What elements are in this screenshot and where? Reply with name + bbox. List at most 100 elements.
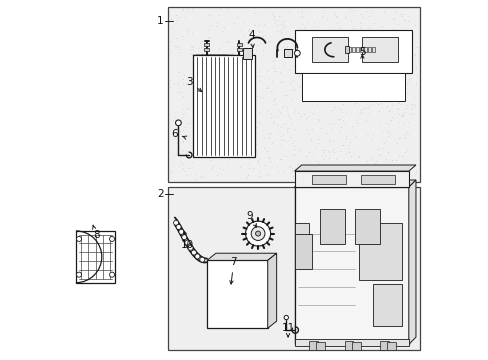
Point bbox=[401, 212, 409, 218]
Point bbox=[256, 310, 264, 315]
Point bbox=[198, 77, 205, 83]
Point bbox=[302, 248, 309, 253]
Point bbox=[331, 82, 339, 88]
Point bbox=[294, 147, 302, 153]
Bar bbox=[372, 284, 401, 327]
Point bbox=[215, 130, 223, 136]
Point bbox=[275, 186, 283, 192]
Point bbox=[174, 89, 182, 95]
Point bbox=[220, 318, 228, 324]
Point bbox=[332, 202, 340, 207]
Point bbox=[191, 176, 199, 182]
Point bbox=[363, 104, 371, 110]
Point bbox=[201, 280, 208, 285]
Point bbox=[248, 53, 256, 59]
Point bbox=[339, 320, 347, 326]
Point bbox=[250, 216, 258, 222]
Point bbox=[288, 289, 296, 295]
Point bbox=[318, 319, 325, 325]
Point bbox=[326, 262, 334, 268]
Point bbox=[176, 208, 184, 214]
Point bbox=[270, 13, 278, 19]
Point bbox=[281, 200, 289, 206]
Point bbox=[192, 266, 200, 272]
Point bbox=[197, 207, 204, 212]
Circle shape bbox=[175, 120, 181, 126]
Point bbox=[396, 89, 404, 95]
Bar bbox=[294, 234, 312, 269]
Point bbox=[282, 92, 290, 98]
Point bbox=[322, 68, 329, 74]
Point bbox=[218, 28, 225, 34]
Point bbox=[174, 81, 182, 86]
Point bbox=[323, 280, 330, 285]
Point bbox=[217, 124, 225, 130]
Point bbox=[383, 309, 390, 314]
Point bbox=[358, 105, 366, 111]
Point bbox=[378, 38, 386, 44]
Point bbox=[282, 318, 289, 324]
Point bbox=[217, 130, 225, 136]
Point bbox=[182, 26, 189, 32]
Point bbox=[401, 163, 409, 168]
Point bbox=[181, 193, 188, 199]
Bar bbox=[294, 339, 408, 346]
Point bbox=[280, 327, 287, 333]
Point bbox=[185, 270, 193, 276]
Point bbox=[306, 324, 314, 330]
Point bbox=[275, 208, 283, 214]
Point bbox=[373, 191, 381, 197]
Point bbox=[406, 312, 413, 318]
Point bbox=[169, 153, 177, 159]
Point bbox=[226, 287, 234, 293]
Point bbox=[357, 302, 365, 308]
Point bbox=[290, 152, 298, 158]
Point bbox=[407, 336, 415, 342]
Point bbox=[305, 226, 313, 231]
Point bbox=[345, 271, 353, 277]
Point bbox=[304, 269, 311, 275]
Point bbox=[177, 160, 184, 166]
Point bbox=[220, 267, 227, 273]
Point bbox=[281, 92, 288, 98]
Point bbox=[324, 148, 331, 153]
Point bbox=[408, 110, 416, 116]
Point bbox=[185, 272, 193, 278]
Point bbox=[287, 168, 295, 174]
Point bbox=[401, 305, 409, 311]
Point bbox=[410, 258, 418, 264]
Point bbox=[393, 211, 401, 217]
Point bbox=[213, 172, 221, 178]
Point bbox=[310, 279, 318, 285]
Point bbox=[349, 229, 357, 235]
Point bbox=[361, 309, 369, 314]
Point bbox=[285, 134, 293, 140]
Point bbox=[248, 110, 256, 116]
Point bbox=[331, 156, 339, 161]
Point bbox=[192, 83, 200, 89]
Point bbox=[274, 107, 282, 113]
Point bbox=[244, 154, 252, 160]
Point bbox=[356, 56, 364, 62]
Point bbox=[320, 121, 328, 127]
Point bbox=[225, 306, 233, 312]
Point bbox=[266, 111, 274, 116]
Point bbox=[248, 41, 256, 47]
Point bbox=[348, 54, 356, 59]
Point bbox=[280, 231, 288, 237]
Point bbox=[252, 35, 260, 40]
Point bbox=[330, 67, 338, 73]
Point bbox=[249, 165, 257, 170]
Point bbox=[279, 25, 286, 31]
Point bbox=[299, 24, 307, 30]
Point bbox=[408, 30, 416, 36]
Point bbox=[172, 264, 180, 270]
Point bbox=[265, 135, 273, 141]
Point bbox=[336, 288, 344, 294]
Point bbox=[193, 45, 201, 51]
Point bbox=[281, 302, 288, 307]
Point bbox=[338, 211, 346, 217]
Point bbox=[241, 206, 249, 212]
Point bbox=[400, 149, 408, 154]
Point bbox=[353, 265, 361, 270]
